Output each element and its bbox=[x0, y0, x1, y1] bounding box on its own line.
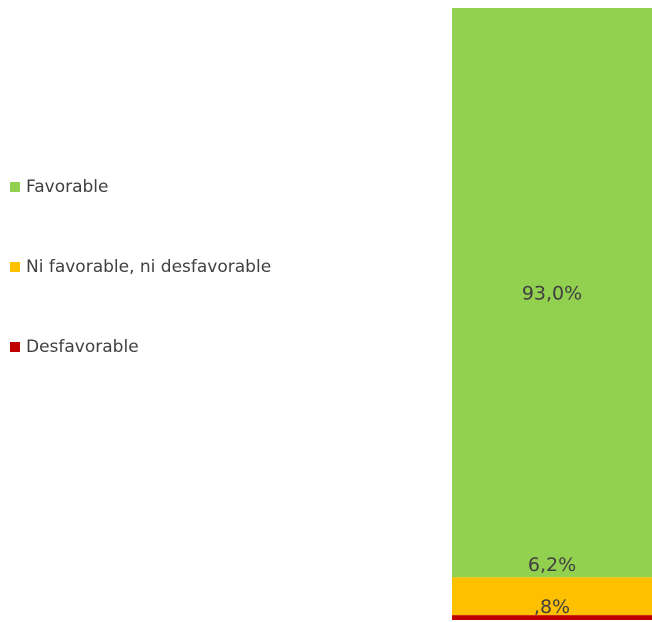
data-label-ni-favorable-ni-desfavorable: 6,2% bbox=[528, 554, 576, 576]
legend-swatch-neutral bbox=[10, 262, 20, 272]
legend-label-desfavorable: Desfavorable bbox=[26, 337, 139, 357]
legend-label-favorable: Favorable bbox=[26, 177, 109, 197]
data-label-favorable: 93,0% bbox=[522, 283, 582, 305]
legend-item-favorable: Favorable bbox=[10, 176, 340, 198]
bar-segment-ni-favorable-ni-desfavorable bbox=[452, 577, 652, 616]
legend: Favorable Ni favorable, ni desfavorable … bbox=[10, 176, 340, 358]
bar-segment-desfavorable bbox=[452, 615, 652, 620]
bar-segment-favorable bbox=[452, 8, 652, 578]
legend-swatch-desfavorable bbox=[10, 342, 20, 352]
data-label-desfavorable: ,8% bbox=[534, 596, 570, 618]
legend-item-desfavorable: Desfavorable bbox=[10, 336, 340, 358]
legend-label-neutral: Ni favorable, ni desfavorable bbox=[26, 257, 272, 277]
legend-swatch-favorable bbox=[10, 182, 20, 192]
legend-item-neutral: Ni favorable, ni desfavorable bbox=[10, 256, 340, 278]
